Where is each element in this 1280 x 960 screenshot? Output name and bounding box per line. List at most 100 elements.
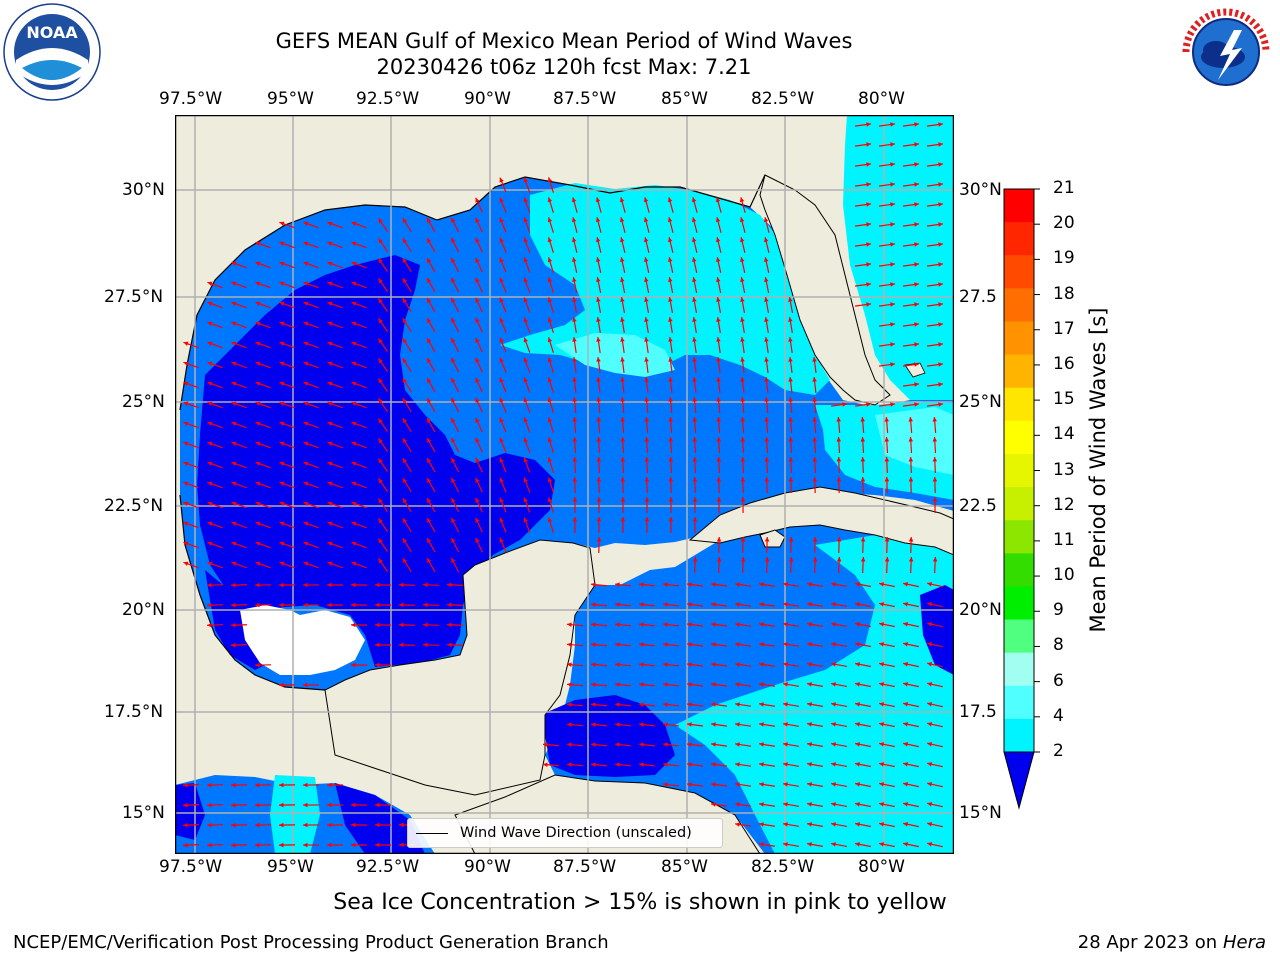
wave-direction-arrow: [668, 396, 673, 414]
wave-direction-arrow: [764, 536, 770, 554]
wave-direction-arrow: [691, 237, 698, 253]
wave-direction-arrow: [620, 436, 626, 454]
wave-direction-arrow: [884, 416, 889, 434]
wave-direction-arrow: [734, 642, 752, 647]
wave-direction-arrow: [523, 277, 531, 293]
wave-direction-arrow: [878, 362, 896, 367]
wave-direction-arrow: [878, 402, 896, 407]
wave-direction-arrow: [231, 561, 247, 569]
wave-direction-arrow: [350, 662, 368, 668]
wave-direction-arrow: [547, 457, 554, 473]
wave-direction-arrow: [783, 682, 799, 687]
wave-direction-arrow: [668, 416, 673, 434]
wave-direction-arrow: [327, 421, 343, 429]
wave-direction-arrow: [788, 416, 793, 434]
wave-direction-arrow: [255, 561, 271, 569]
colorbar-swatch: [1004, 619, 1034, 654]
wave-direction-arrow: [426, 437, 436, 453]
wave-direction-arrow: [590, 622, 608, 627]
wave-direction-arrow: [668, 476, 674, 494]
wave-direction-arrow: [327, 441, 343, 449]
wave-direction-arrow: [788, 297, 794, 313]
wave-direction-arrow: [230, 622, 248, 628]
wave-direction-arrow: [426, 257, 436, 273]
wave-direction-arrow: [878, 342, 896, 347]
wave-direction-arrow: [662, 682, 680, 687]
lon-label-bottom: 80°W: [858, 857, 905, 877]
wave-direction-arrow: [692, 356, 697, 374]
wave-direction-arrow: [716, 297, 722, 313]
wave-direction-arrow: [254, 582, 272, 588]
wave-direction-arrow: [716, 536, 722, 554]
wave-direction-arrow: [878, 222, 896, 227]
wave-direction-arrow: [788, 396, 793, 414]
wave-direction-arrow: [879, 682, 895, 688]
wave-direction-arrow: [902, 402, 920, 407]
wave-direction-arrow: [686, 742, 704, 747]
wave-direction-arrow: [644, 376, 649, 394]
wave-direction-arrow: [450, 477, 460, 493]
wave-direction-arrow: [644, 336, 649, 354]
wave-direction-arrow: [807, 622, 823, 627]
colorbar-swatch: [1004, 189, 1034, 223]
wave-direction-arrow: [692, 556, 698, 574]
colorbar-extend-triangle: [1003, 751, 1035, 810]
wave-direction-arrow: [374, 842, 392, 848]
wave-direction-arrow: [643, 197, 650, 213]
wave-direction-arrow: [759, 822, 775, 827]
wave-direction-arrow: [279, 381, 295, 389]
wave-direction-arrow: [855, 602, 871, 608]
wave-direction-arrow: [908, 476, 914, 494]
wave-direction-arrow: [668, 376, 673, 394]
wave-direction-arrow: [879, 702, 895, 708]
wave-direction-arrow: [715, 197, 722, 213]
deepblue-western-gulf: [197, 255, 555, 667]
nodata-patch: [240, 605, 365, 675]
wave-direction-arrow: [764, 476, 770, 494]
wave-direction-arrow: [740, 336, 745, 354]
wave-direction-arrow: [908, 456, 914, 474]
wave-direction-arrow: [812, 356, 817, 374]
wave-direction-arrow: [327, 221, 343, 229]
wave-direction-arrow: [740, 257, 746, 273]
wave-direction-arrow: [879, 842, 895, 848]
wave-direction-arrow: [351, 421, 367, 429]
wave-direction-arrow: [572, 297, 578, 313]
wave-direction-arrow: [638, 662, 656, 667]
wave-direction-arrow: [547, 197, 554, 213]
wave-direction-arrow: [351, 321, 367, 329]
lon-label-top: 87.5°W: [553, 89, 617, 109]
wave-direction-arrow: [644, 516, 650, 534]
wave-direction-arrow: [926, 162, 944, 167]
wave-direction-arrow: [402, 457, 412, 473]
wave-direction-arrow: [807, 762, 823, 767]
wave-direction-arrow: [668, 436, 674, 454]
wave-direction-arrow: [854, 402, 872, 407]
wave-direction-arrow: [638, 742, 656, 747]
wave-direction-arrow: [402, 417, 412, 433]
wave-direction-arrow: [351, 461, 367, 469]
wave-direction-arrow: [644, 317, 649, 333]
lat-label-left: 15°N: [122, 803, 165, 823]
wave-direction-arrow: [878, 202, 896, 207]
colorbar-tick-label: 10: [1053, 565, 1075, 586]
wave-direction-arrow: [350, 822, 368, 828]
wave-direction-arrow: [426, 337, 436, 353]
wave-direction-arrow: [643, 237, 650, 253]
wave-direction-arrow: [614, 662, 632, 667]
wave-direction-arrow: [571, 197, 578, 213]
wave-direction-arrow: [884, 436, 890, 454]
wave-direction-arrow: [547, 517, 554, 533]
wave-direction-arrow: [710, 622, 728, 627]
wave-direction-arrow: [788, 436, 794, 454]
wave-direction-arrow: [183, 521, 199, 529]
wave-direction-arrow: [716, 556, 722, 574]
wave-direction-arrow: [812, 376, 817, 394]
wave-direction-arrow: [566, 742, 584, 747]
wave-direction-arrow: [783, 842, 799, 847]
wave-direction-arrow: [932, 416, 937, 434]
wave-direction-arrow: [426, 497, 436, 513]
wave-direction-arrow: [710, 582, 728, 587]
wave-direction-arrow: [716, 356, 721, 374]
wave-direction-arrow: [255, 281, 271, 289]
